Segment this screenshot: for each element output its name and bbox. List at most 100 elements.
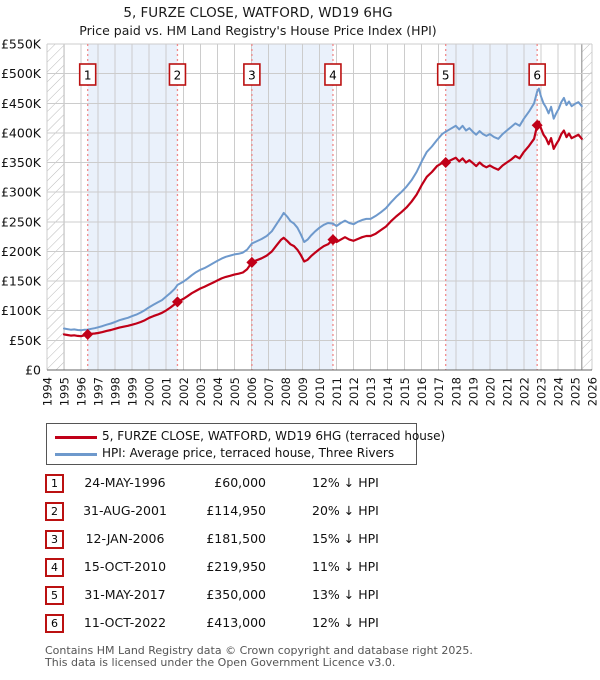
sale-number-box [528, 63, 546, 86]
x-tick-label: 1994 [41, 377, 55, 406]
x-tick-label: 1999 [126, 377, 140, 406]
x-tick-label: 2004 [211, 377, 225, 406]
sale-date: 24-MAY-1996 [84, 475, 166, 490]
sale-marker-diamond [440, 157, 452, 169]
y-tick-label: £200K [1, 244, 42, 259]
sale-date: 12-JAN-2006 [85, 531, 165, 546]
table-row: 4 15-OCT-2010 £219,950 11% ↓ HPI [0, 558, 600, 577]
x-tick-label: 1995 [58, 377, 72, 406]
sale-date: 11-OCT-2022 [83, 615, 167, 630]
sale-price: £219,950 [206, 559, 266, 574]
sale-price: £114,950 [206, 503, 266, 518]
sale-number-box [168, 63, 187, 86]
x-tick-label: 2006 [245, 377, 259, 406]
x-tick-label: 2010 [313, 377, 327, 406]
x-tick-label: 1996 [75, 377, 89, 406]
svg-text:3: 3 [248, 69, 256, 83]
x-tick-label: 2001 [160, 377, 174, 406]
price-paid-line-swatch [55, 436, 97, 439]
legend-label: 5, FURZE CLOSE, WATFORD, WD19 6HG (terra… [102, 429, 446, 443]
page-title: 5, FURZE CLOSE, WATFORD, WD19 6HG [123, 5, 393, 21]
x-tick-label: 2011 [330, 377, 344, 406]
svg-text:4: 4 [329, 69, 337, 83]
sale-date: 31-MAY-2017 [84, 587, 166, 602]
legend-label: HPI: Average price, terraced house, Thre… [102, 446, 395, 460]
legend-item-price-paid: 5, FURZE CLOSE, WATFORD, WD19 6HG (terra… [51, 428, 445, 445]
x-tick-label: 1997 [92, 377, 106, 406]
x-tick-label: 2021 [500, 377, 514, 406]
x-tick-label: 2024 [551, 377, 565, 406]
sale-marker-diamond [327, 234, 339, 246]
no-data-hatch [581, 44, 592, 370]
y-tick-label: £450K [1, 96, 42, 111]
table-row: 1 24-MAY-1996 £60,000 12% ↓ HPI [0, 474, 600, 493]
table-row: 2 31-AUG-2001 £114,950 20% ↓ HPI [0, 502, 600, 521]
sale-number-box [78, 63, 97, 86]
page-subtitle: Price paid vs. HM Land Registry's House … [79, 23, 437, 38]
sale-marker-diamond [82, 328, 94, 340]
sale-price: £413,000 [206, 615, 266, 630]
x-tick-label: 2023 [534, 377, 548, 406]
svg-text:6: 6 [533, 69, 541, 83]
x-tick-label: 2009 [296, 377, 310, 406]
no-data-hatch [47, 44, 65, 370]
x-tick-label: 1998 [109, 377, 123, 406]
x-tick-label: 2018 [449, 377, 463, 406]
x-tick-label: 2016 [415, 377, 429, 406]
sale-price: £60,000 [214, 475, 266, 490]
x-tick-label: 2008 [279, 377, 293, 406]
sale-marker-diamond [246, 256, 258, 268]
sale-number-badge: 4 [45, 558, 64, 577]
sale-price: £350,000 [206, 587, 266, 602]
sale-date: 15-OCT-2010 [83, 559, 167, 574]
sale-number-box [243, 63, 261, 86]
sale-marker-diamond [531, 119, 543, 131]
y-tick-label: £100K [1, 303, 42, 318]
y-tick-label: £500K [1, 66, 42, 81]
y-tick-label: £0 [25, 363, 41, 378]
sale-number-badge: 5 [45, 586, 64, 605]
x-tick-label: 2005 [228, 377, 242, 406]
x-tick-label: 2003 [194, 377, 208, 406]
svg-text:5: 5 [442, 69, 450, 83]
sale-hpi-diff: 15% ↓ HPI [312, 531, 379, 546]
footer-line-1: Contains HM Land Registry data © Crown c… [45, 644, 473, 657]
table-row: 3 12-JAN-2006 £181,500 15% ↓ HPI [0, 530, 600, 549]
series-line [62, 120, 583, 338]
sale-hpi-diff: 11% ↓ HPI [312, 559, 379, 574]
sale-marker-diamond [171, 296, 183, 308]
sale-hpi-diff: 12% ↓ HPI [312, 615, 379, 630]
chart-legend: 5, FURZE CLOSE, WATFORD, WD19 6HG (terra… [46, 423, 445, 465]
y-tick-label: £250K [1, 214, 42, 229]
x-tick-label: 2014 [381, 377, 395, 406]
x-tick-label: 2000 [143, 377, 157, 406]
x-tick-label: 2025 [568, 377, 582, 406]
sale-number-box [324, 63, 342, 86]
x-tick-label: 2012 [347, 377, 361, 406]
sale-hpi-diff: 12% ↓ HPI [312, 475, 379, 490]
y-tick-label: £350K [1, 155, 42, 170]
legend-item-hpi: HPI: Average price, terraced house, Thre… [51, 445, 416, 462]
y-tick-label: £550K [1, 37, 42, 52]
price-chart: 1 2 3 4 5 6 £0 £50K £100K £150K £200K £250K £300K £35… [1, 37, 600, 407]
svg-text:1: 1 [84, 69, 92, 83]
sale-number-badge: 3 [45, 530, 64, 549]
x-tick-label: 2022 [517, 377, 531, 406]
svg-text:2: 2 [174, 69, 182, 83]
x-tick-label: 2019 [466, 377, 480, 406]
sale-hpi-diff: 13% ↓ HPI [312, 587, 379, 602]
footer-line-2: This data is licensed under the Open Gov… [45, 655, 396, 669]
x-tick-label: 2002 [177, 377, 191, 406]
y-tick-label: £150K [1, 274, 42, 289]
table-row: 5 31-MAY-2017 £350,000 13% ↓ HPI [0, 586, 600, 605]
x-tick-label: 2026 [586, 377, 600, 406]
sale-number-badge: 6 [45, 614, 64, 633]
sale-number-badge: 1 [45, 474, 64, 493]
sale-date: 31-AUG-2001 [83, 503, 167, 518]
x-tick-label: 2007 [262, 377, 276, 406]
x-tick-label: 2017 [432, 377, 446, 406]
series-line [63, 87, 583, 332]
hpi-line-swatch [55, 453, 97, 456]
sale-number-box [436, 63, 455, 86]
